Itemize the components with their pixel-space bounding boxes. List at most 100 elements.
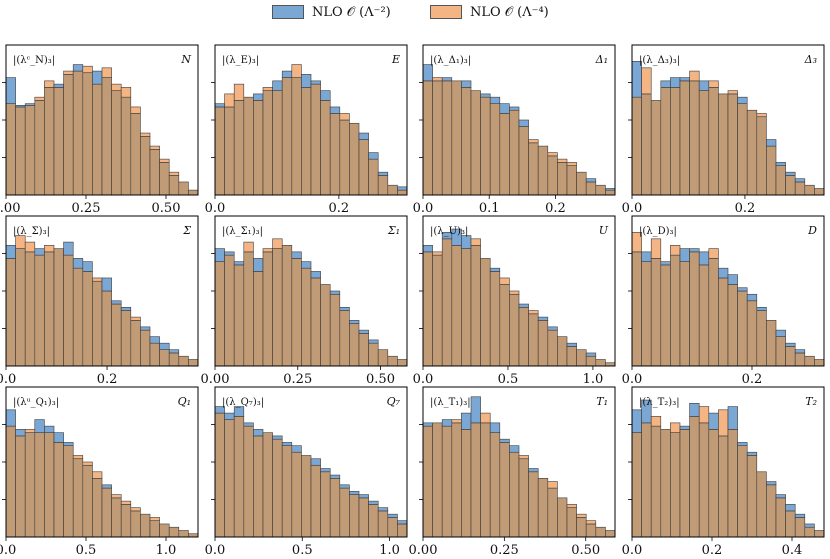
bar-series-1 (310, 458, 321, 466)
bar-series-1 (499, 438, 510, 443)
field-title: Q₇ (387, 395, 401, 408)
bar-overlap (281, 77, 293, 196)
x-tick-label: 0.2 (742, 372, 763, 387)
bar-series-2 (149, 517, 160, 521)
bar-series-1 (63, 442, 74, 446)
field-title: D (807, 224, 817, 237)
bar-overlap (63, 445, 74, 538)
bar-series-1 (537, 316, 549, 321)
bar-series-2 (92, 277, 103, 282)
bar-series-1 (387, 513, 398, 518)
bar-series-1 (689, 403, 700, 417)
bar-overlap (159, 349, 170, 367)
histogram-panel-2: 0.0 0.2 |(λ_E)₃| E (205, 44, 408, 217)
bar-series-1 (631, 61, 642, 98)
field-title: N (180, 53, 191, 66)
bar-series-1 (34, 419, 45, 433)
bar-overlap (387, 184, 398, 196)
bar-overlap (140, 329, 151, 367)
bar-overlap (377, 510, 389, 538)
bar-overlap (188, 189, 199, 196)
bar-overlap (63, 254, 74, 367)
bar-overlap (92, 478, 103, 538)
bar-overlap (756, 116, 767, 196)
bar-series-2 (689, 70, 700, 82)
x-tick-label: 0.2 (702, 543, 723, 558)
bar-series-1 (679, 77, 690, 82)
bar-overlap (53, 87, 64, 196)
bar-overlap (349, 122, 360, 196)
bar-overlap (432, 254, 443, 367)
bar-overlap (15, 106, 26, 196)
bar-overlap (814, 188, 825, 196)
bar-series-2 (120, 87, 132, 98)
x-tick-label: 0.2 (329, 201, 350, 216)
bar-series-2 (718, 409, 729, 437)
coupling-label: |(λ_Q₇)₃| (222, 397, 264, 408)
bar-overlap (718, 277, 729, 367)
bar-overlap (5, 258, 16, 367)
bar-overlap (168, 526, 180, 538)
bar-series-2 (243, 241, 254, 253)
bar-overlap (422, 80, 433, 196)
bar-series-2 (650, 238, 662, 259)
bar-overlap (82, 464, 93, 538)
bar-series-1 (461, 80, 472, 88)
bar-overlap (480, 258, 491, 367)
bar-overlap (262, 432, 273, 538)
bar-series-2 (339, 113, 350, 121)
bar-overlap (120, 96, 132, 196)
bar-series-2 (698, 406, 710, 424)
bar-overlap (727, 93, 738, 196)
bar-overlap (178, 355, 189, 367)
x-tick-label: 0.00 (409, 543, 438, 558)
bar-overlap (24, 251, 36, 367)
histogram-panel-1: 0.00 0.25 0.50 |(λᶜ_N)₃| N (0, 44, 199, 217)
bar-series-1 (698, 80, 710, 91)
x-tick-label: 0.5 (292, 543, 313, 558)
bar-series-1 (233, 261, 245, 266)
x-tick-label: 0.5 (498, 372, 519, 387)
bar-series-2 (451, 419, 462, 424)
bar-overlap (441, 425, 453, 538)
bar-overlap (698, 422, 710, 538)
bar-overlap (130, 510, 141, 538)
bar-series-2 (120, 500, 132, 505)
coupling-label: |(λᶜ_N)₃| (13, 55, 55, 66)
bar-overlap (111, 90, 122, 196)
bar-series-1 (233, 406, 245, 417)
bar-series-1 (775, 494, 786, 499)
histogram-svg-11: 0.00 0.25 0.50 |(λ_T₁)₃| T₁ (409, 386, 616, 558)
bar-series-1 (224, 412, 235, 420)
bar-series-1 (281, 70, 293, 78)
bar-overlap (537, 478, 549, 538)
bar-series-1 (547, 326, 558, 331)
bar-series-1 (489, 422, 501, 433)
bar-overlap (301, 267, 312, 367)
x-tick-label: 0.50 (152, 201, 181, 216)
x-tick-label: 0.2 (545, 201, 566, 216)
bar-overlap (585, 355, 597, 367)
x-tick-label: 0.00 (0, 201, 20, 216)
bar-overlap (557, 162, 568, 196)
bar-overlap (480, 96, 491, 196)
x-tick-label: 1.0 (583, 372, 604, 387)
x-tick-label: 0.0 (205, 201, 226, 216)
bar-series-1 (708, 412, 719, 430)
bar-series-1 (320, 90, 331, 101)
bar-overlap (310, 83, 321, 196)
bar-overlap (72, 70, 84, 196)
bar-overlap (737, 445, 748, 538)
bar-overlap (358, 497, 369, 538)
bar-overlap (689, 416, 700, 538)
bar-series-2 (101, 67, 112, 78)
bar-overlap (233, 416, 245, 538)
bar-series-2 (24, 241, 36, 253)
bar-overlap (224, 106, 235, 196)
bar-overlap (470, 422, 481, 538)
bar-series-1 (358, 329, 369, 334)
coupling-label: |(λ_E)₃| (222, 55, 259, 66)
bar-series-2 (480, 412, 491, 424)
field-title: E (391, 53, 400, 66)
bar-overlap (499, 113, 510, 196)
